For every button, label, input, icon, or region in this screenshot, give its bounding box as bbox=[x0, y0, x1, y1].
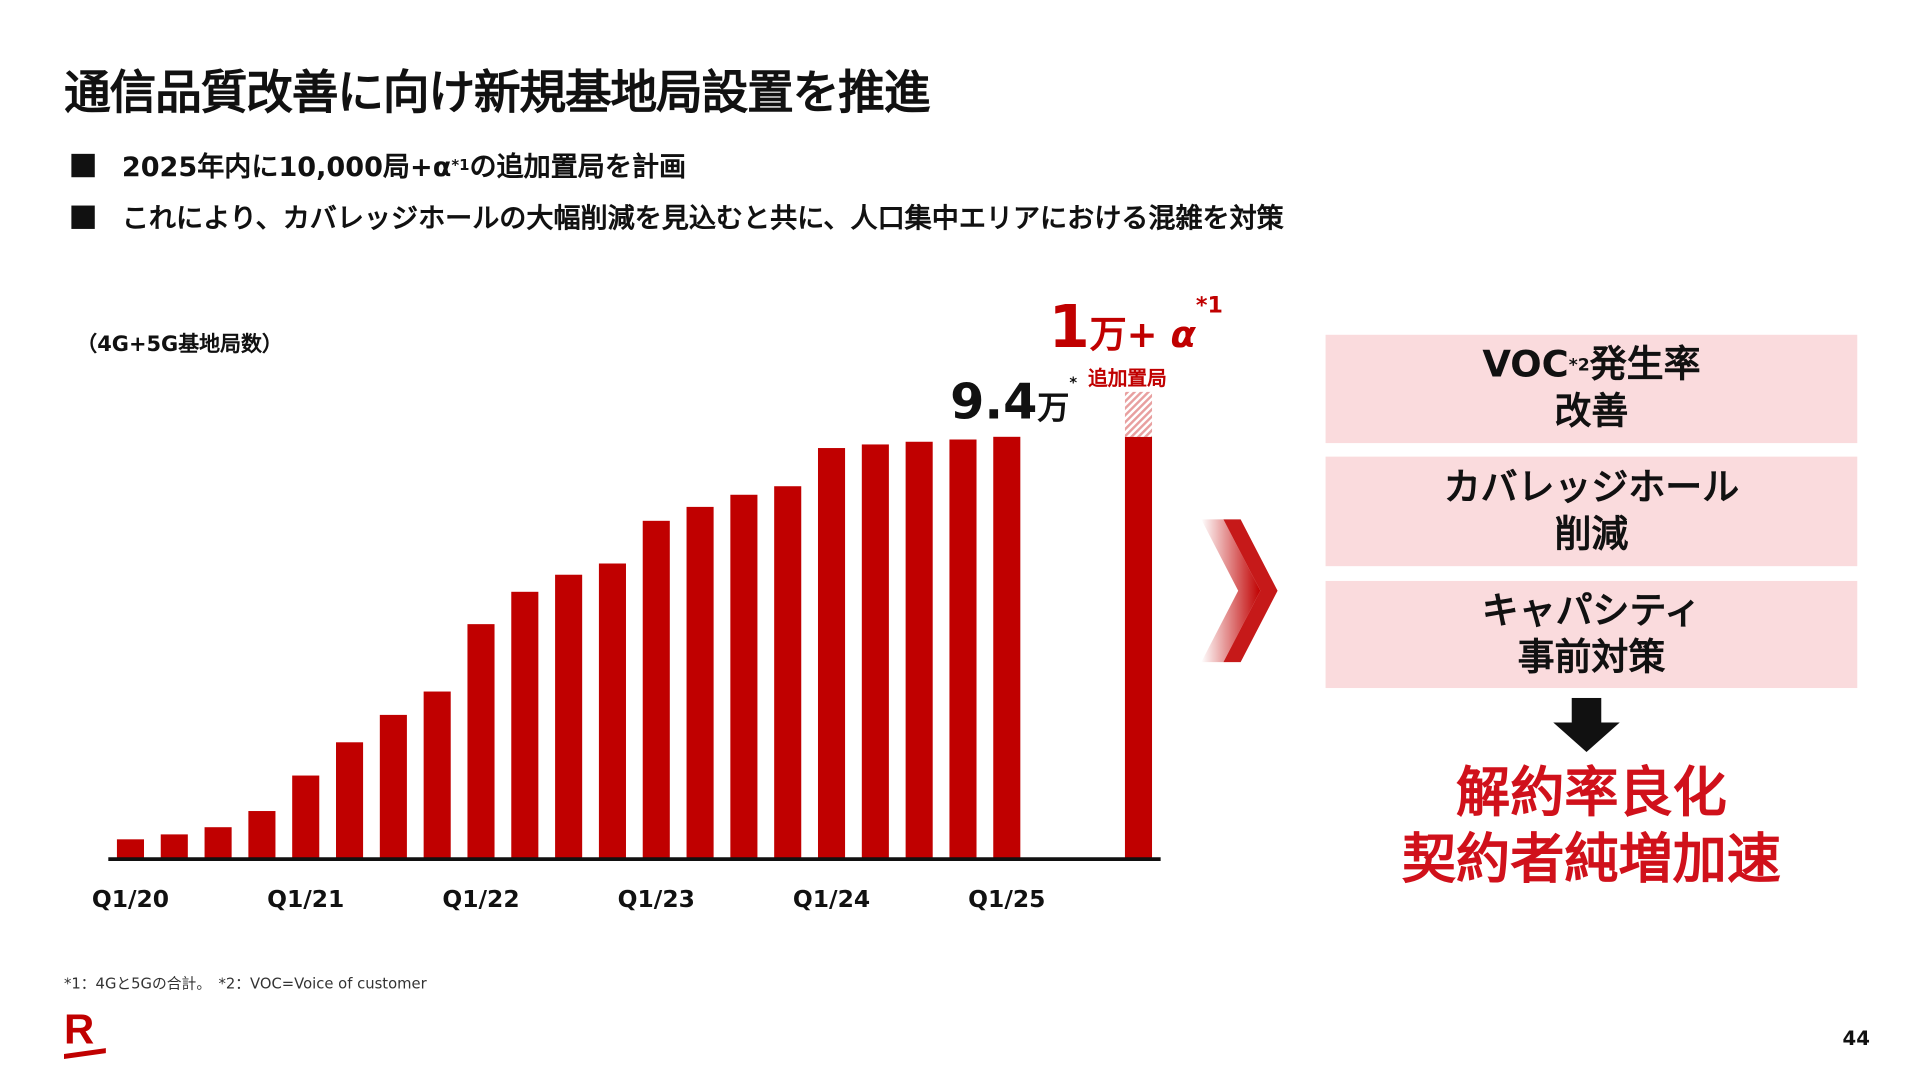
chevron-right-icon bbox=[1201, 519, 1278, 663]
result-line-1: 解約率良化 bbox=[1456, 761, 1727, 825]
additional-sublabel: 追加置局 bbox=[1088, 366, 1167, 391]
effect-box-coverage: カバレッジホール 削減 bbox=[1325, 456, 1858, 567]
bar-Q2/20 bbox=[160, 834, 188, 860]
bar-Q2/24 bbox=[861, 444, 889, 860]
x-tick-label: Q1/24 bbox=[792, 886, 871, 914]
result-line-2: 契約者純増加速 bbox=[1401, 828, 1781, 892]
bar-chart bbox=[108, 391, 1161, 861]
bar-Q2/23 bbox=[686, 506, 714, 860]
page-number: 44 bbox=[1842, 1026, 1870, 1050]
bar-Q4/23 bbox=[774, 486, 802, 860]
bar-Q1/21 bbox=[292, 775, 320, 860]
bar-Q1/20 bbox=[116, 839, 145, 860]
page-title: 通信品質改善に向け新規基地局設置を推進 bbox=[64, 65, 931, 120]
x-tick-label: Q1/21 bbox=[267, 886, 345, 914]
bar-Q3/20 bbox=[204, 827, 232, 860]
bar-additional-plan bbox=[1124, 391, 1153, 437]
additional-label: 1万+ α*1 bbox=[1048, 292, 1223, 362]
effect-box-voc: VOC*2発生率 改善 bbox=[1325, 334, 1858, 444]
bar-Q4/20 bbox=[248, 811, 276, 860]
bullet-text: 2025年内に10,000局+α bbox=[121, 152, 452, 184]
bar-Q1/23 bbox=[642, 520, 670, 860]
bullet-2: これにより、カバレッジホールの大幅削減を見込むと共に、人口集中エリアにおける混雑… bbox=[71, 197, 1284, 236]
footnote-ref: *1 bbox=[451, 156, 470, 174]
bar-Q1/24 bbox=[817, 448, 846, 860]
x-tick-label: Q1/22 bbox=[442, 886, 520, 914]
bullet-1: 2025年内に10,000局+α *1 の追加置局を計画 bbox=[71, 145, 686, 184]
bar-Q3/23 bbox=[730, 494, 758, 860]
footnote: *1：4Gと5Gの合計。 *2：VOC=Voice of customer bbox=[64, 974, 427, 993]
x-tick-label: Q1/20 bbox=[91, 886, 170, 914]
bar-Q1/25 bbox=[993, 436, 1021, 860]
bullet-square-icon bbox=[71, 153, 95, 177]
effect-box-capacity: キャパシティ 事前対策 bbox=[1325, 580, 1858, 689]
bullet-text: の追加置局を計画 bbox=[469, 152, 687, 184]
rakuten-logo: R bbox=[64, 1009, 108, 1061]
arrow-down-icon bbox=[1553, 697, 1620, 753]
bar-Q1/22 bbox=[467, 624, 495, 860]
bar-Q3/22 bbox=[555, 574, 583, 860]
bullet-text: これにより、カバレッジホールの大幅削減を見込むと共に、人口集中エリアにおける混雑… bbox=[121, 204, 1284, 236]
x-tick-label: Q1/25 bbox=[968, 886, 1046, 914]
bar-additional-base bbox=[1124, 436, 1153, 860]
bar-Q2/21 bbox=[336, 742, 364, 860]
last-value-label: 9.4万* bbox=[950, 374, 1078, 431]
bar-Q2/22 bbox=[511, 591, 539, 860]
bar-Q4/21 bbox=[423, 691, 451, 860]
chart-unit-label: （4G+5G基地局数） bbox=[76, 332, 283, 357]
bar-Q4/24 bbox=[949, 439, 977, 860]
bar-Q4/22 bbox=[598, 563, 626, 860]
x-tick-label: Q1/23 bbox=[617, 886, 695, 914]
bar-Q3/21 bbox=[379, 714, 407, 860]
bullet-square-icon bbox=[71, 204, 95, 229]
bar-Q3/24 bbox=[905, 441, 933, 860]
